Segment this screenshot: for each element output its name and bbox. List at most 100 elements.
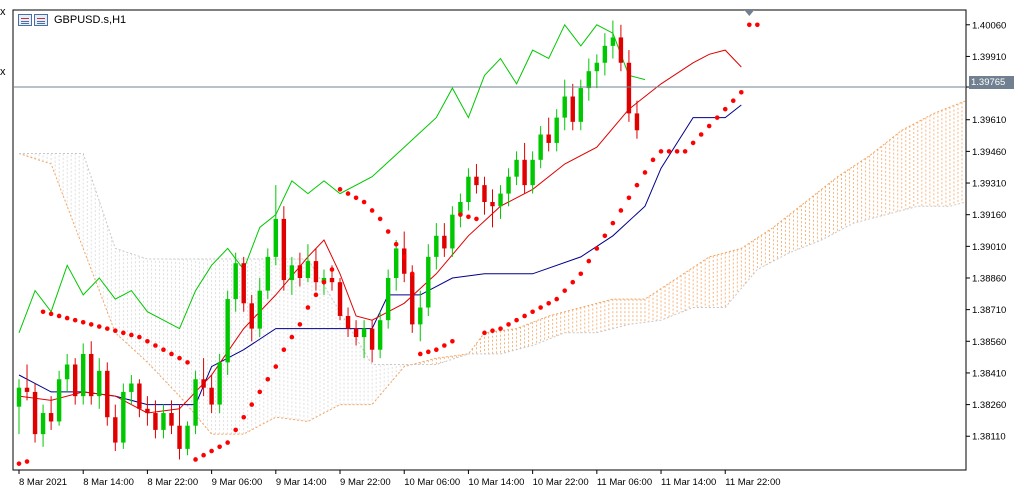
sar-dot (377, 216, 383, 222)
bear-candle (626, 62, 632, 114)
bull-candle (594, 62, 600, 72)
bear-candle (546, 134, 551, 143)
bull-candle (602, 45, 608, 63)
bear-candle (402, 248, 407, 274)
y-tick-label: 1.39010 (972, 242, 1006, 253)
sar-dot (450, 338, 455, 344)
sar-dot (506, 322, 511, 327)
sar-dot (241, 414, 247, 420)
bear-candle (201, 379, 206, 388)
sar-dot (137, 334, 142, 340)
bull-candle (418, 307, 423, 325)
bull-candle (97, 370, 102, 397)
sar-dot (482, 330, 487, 336)
sar-dot (177, 355, 182, 361)
sar-dot (129, 332, 134, 338)
bull-candle (586, 71, 592, 89)
bear-candle (410, 273, 415, 325)
x-tick-label: 8 Mar 2021 (19, 477, 67, 488)
sar-dot (578, 271, 584, 277)
bear-candle (153, 413, 158, 430)
y-tick-label: 1.38710 (972, 305, 1006, 316)
sar-dot (586, 258, 592, 264)
bull-candle (530, 159, 535, 186)
sar-dot (305, 305, 311, 310)
bear-candle (105, 370, 110, 418)
bear-candle (209, 387, 214, 405)
bull-candle (562, 96, 567, 118)
bull-candle (161, 413, 166, 430)
bear-candle (570, 96, 575, 122)
bear-candle (369, 328, 375, 350)
sar-dot (337, 187, 343, 192)
sar-dot (321, 279, 327, 285)
sar-dot (570, 279, 576, 285)
sar-dot (562, 288, 568, 293)
y-tick-label: 1.38560 (972, 337, 1006, 348)
bull-candle (578, 88, 583, 122)
bear-candle (337, 282, 343, 316)
sar-dot (466, 214, 471, 220)
y-tick-label: 1.39610 (972, 115, 1006, 126)
sar-dot (626, 195, 632, 201)
x-tick-label: 10 Mar 06:00 (404, 477, 460, 488)
bull-candle (498, 193, 503, 207)
sar-dot (610, 220, 616, 226)
bull-candle (554, 117, 559, 143)
sar-dot (738, 89, 744, 95)
sar-dot (730, 98, 736, 104)
bull-candle (466, 176, 471, 203)
bull-candle (514, 159, 519, 177)
sar-dot (642, 170, 648, 175)
bear-candle (281, 218, 287, 281)
sar-dot (530, 309, 535, 315)
bear-candle (329, 277, 335, 283)
sar-dot (121, 330, 126, 336)
x-tick-label: 9 Mar 22:00 (340, 477, 391, 488)
sar-dot (353, 195, 359, 201)
y-tick-label: 1.39160 (972, 210, 1006, 221)
sar-dot (56, 313, 62, 319)
sar-dot (153, 343, 158, 348)
y-tick-label: 1.39910 (972, 52, 1006, 63)
bear-candle (618, 37, 624, 63)
sar-dot (88, 322, 94, 327)
bull-candle (361, 328, 367, 338)
sar-dot (96, 324, 102, 329)
sar-dot (161, 347, 166, 353)
sar-dot (289, 334, 295, 340)
bear-candle (24, 387, 30, 392)
bear-candle (474, 176, 479, 186)
sar-dot (658, 149, 664, 154)
sar-dot (369, 208, 375, 213)
chart-window-icon (34, 14, 48, 26)
bull-candle (257, 290, 262, 329)
sar-dot (104, 326, 110, 331)
bear-candle (169, 413, 174, 426)
candles (16, 20, 640, 460)
bull-candle (80, 353, 86, 397)
sar-dot (80, 319, 86, 325)
bull-candle (610, 37, 616, 46)
bull-candle (434, 235, 439, 257)
sar-dot (40, 309, 46, 315)
bull-candle (305, 261, 311, 278)
sar-dot (434, 347, 439, 353)
sar-dot (514, 317, 519, 323)
sar-dot (755, 22, 760, 28)
sar-dot (538, 305, 543, 310)
sar-dot (618, 208, 624, 213)
bull-candle (289, 265, 295, 281)
sar-dot (113, 328, 118, 334)
bull-candle (450, 214, 455, 249)
bull-candle (538, 134, 543, 160)
sar-dot (16, 461, 22, 466)
sar-dot (361, 199, 367, 205)
sar-dot (682, 149, 688, 154)
bear-candle (137, 383, 142, 409)
sar-dot (64, 315, 70, 321)
sar-dot (490, 328, 495, 334)
x-tick-label: 9 Mar 14:00 (276, 477, 327, 488)
x-tick-label: 11 Mar 14:00 (661, 477, 716, 488)
